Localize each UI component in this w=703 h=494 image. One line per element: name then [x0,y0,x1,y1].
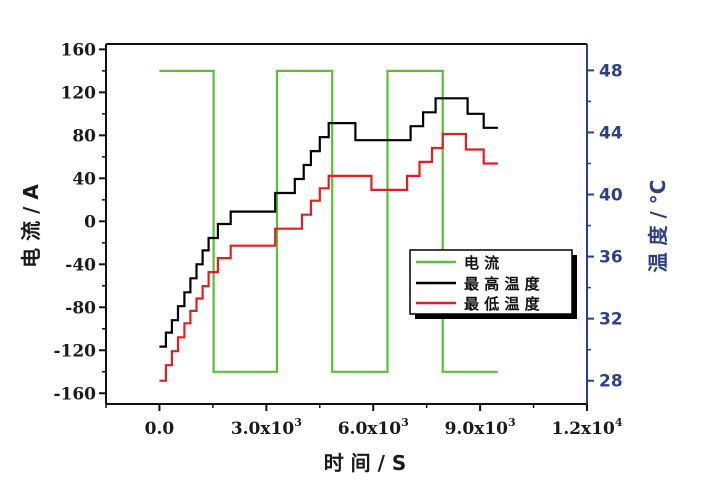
y-right-tick-label: 44 [599,123,623,143]
y-left-tick-label: 160 [61,40,97,60]
y-left-tick-label: -40 [65,255,96,275]
legend: 电 流 最 高 温 度 最 低 温 度 [409,249,577,319]
y-left-tick-label: -160 [53,384,96,404]
x-axis-title: 时 间 / S [324,451,407,475]
series-line-max-temp [159,97,498,348]
y-axis-right-title: 温 度 / °C [646,180,670,273]
y-left-tick-label: 120 [61,83,97,103]
y-axis-left-title: 电 流 / A [19,184,43,268]
series-line-min-temp [159,132,498,382]
series-layer [159,69,498,382]
series-line-current [159,69,498,373]
y-left-tick-label: 0 [84,212,96,232]
y-right-tick-label: 28 [599,372,623,392]
x-tick-label: 0.0 [145,419,175,439]
tick-layer: 160 120 80 40 0 -40 -80 -120 -160 48 44 40 36 32 28 0.0… [53,40,622,439]
legend-label-max-temp: 最 高 温 度 [464,275,541,293]
x-tick-label: 6.0x103 [338,416,409,439]
y-right-tick-label: 36 [599,248,623,268]
x-tick-label: 3.0x103 [231,416,302,439]
y-left-tick-label: 80 [72,126,96,146]
y-left-tick-label: -80 [65,298,96,318]
y-right-tick-label: 48 [599,61,623,81]
legend-label-current: 电 流 [464,254,499,272]
x-tick-label: 9.0x103 [445,416,516,439]
legend-label-min-temp: 最 低 温 度 [464,295,541,313]
y-left-tick-label: 40 [72,169,96,189]
y-left-tick-label: -120 [53,341,96,361]
y-right-tick-label: 32 [599,310,623,330]
plot-frame [105,43,588,405]
x-tick-label: 1.2x104 [551,416,622,439]
y-right-tick-label: 40 [599,186,623,206]
